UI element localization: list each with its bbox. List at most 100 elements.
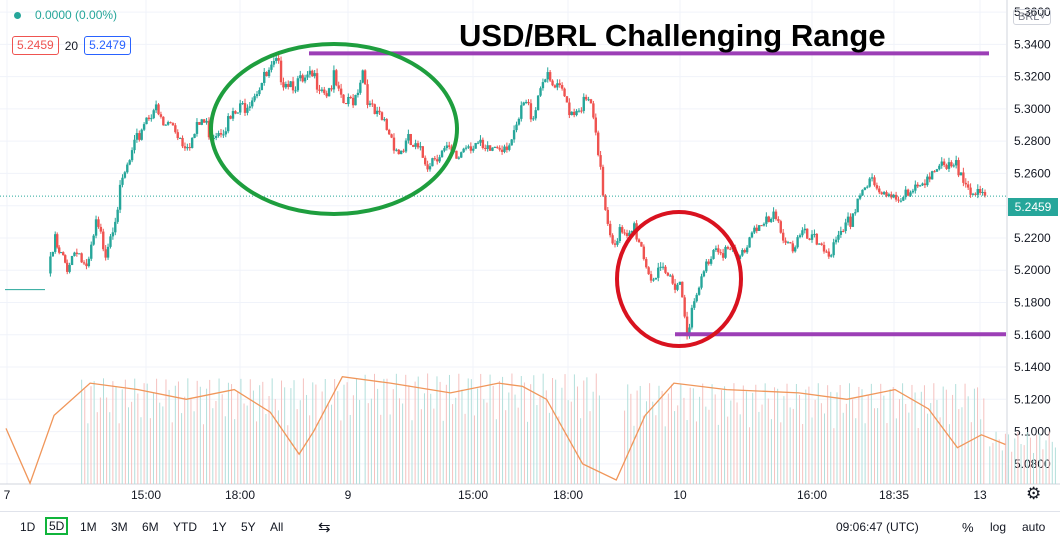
- candle-body: [169, 122, 172, 124]
- ask-price[interactable]: 5.2479: [84, 36, 131, 55]
- candle-body: [399, 150, 403, 155]
- candle-body: [126, 164, 129, 173]
- range-1m[interactable]: 1M: [80, 520, 97, 534]
- candle-body: [138, 133, 141, 140]
- candle-body: [323, 89, 326, 94]
- candle-body: [73, 252, 76, 256]
- candle-body: [966, 184, 970, 188]
- candle-body: [837, 234, 840, 240]
- candle-body: [378, 110, 381, 113]
- candle-body: [609, 223, 612, 236]
- candle-body: [796, 237, 799, 248]
- candle-body: [916, 184, 919, 187]
- candle-body: [92, 235, 95, 245]
- candle-body: [174, 125, 177, 133]
- candle-body: [957, 160, 960, 176]
- candle-body: [325, 93, 328, 97]
- candle-body: [630, 230, 634, 233]
- candle-body: [390, 134, 393, 138]
- range-1y[interactable]: 1Y: [212, 520, 227, 534]
- date-range-icon[interactable]: ⇆: [318, 519, 331, 536]
- green-circle-annotation: [209, 42, 459, 216]
- candle-body: [815, 233, 819, 245]
- range-5y[interactable]: 5Y: [241, 520, 256, 534]
- candle-body: [222, 134, 225, 136]
- candle-body: [85, 263, 88, 267]
- auto-toggle[interactable]: auto: [1022, 520, 1046, 534]
- candle-body: [70, 255, 74, 266]
- candle-body: [347, 96, 350, 105]
- candle-body: [433, 158, 437, 160]
- range-1d[interactable]: 1D: [20, 520, 36, 534]
- candle-body: [484, 147, 487, 149]
- candle-body: [231, 111, 235, 119]
- candle-body: [774, 211, 778, 220]
- current-price-tag: 5.2459: [1008, 198, 1058, 216]
- y-tick-label: 5.3200: [1014, 70, 1051, 84]
- percent-toggle[interactable]: %: [962, 520, 974, 535]
- chart-title: USD/BRL Challenging Range: [459, 18, 886, 53]
- candle-body: [897, 199, 900, 201]
- candle-body: [606, 209, 609, 224]
- candle-body: [592, 103, 595, 118]
- candle-body: [80, 253, 83, 263]
- x-tick-label: 18:35: [879, 488, 909, 502]
- candle-body: [914, 184, 917, 191]
- candle-body: [539, 88, 542, 96]
- currency-selector[interactable]: BRL˅: [1013, 9, 1051, 25]
- candle-body: [301, 75, 304, 82]
- candle-body: [176, 132, 179, 139]
- range-ytd[interactable]: YTD: [173, 520, 197, 534]
- candle-body: [339, 88, 343, 95]
- candle-body: [366, 84, 369, 105]
- bid-price[interactable]: 5.2459: [12, 36, 59, 55]
- candle-body: [645, 259, 648, 268]
- candle-body: [109, 236, 112, 247]
- candle-body: [616, 240, 619, 245]
- candle-body: [688, 327, 691, 337]
- candle-body: [82, 262, 86, 264]
- candle-body: [373, 104, 376, 114]
- candle-body: [962, 172, 965, 183]
- candle-body: [721, 253, 725, 258]
- range-all[interactable]: All: [270, 520, 284, 534]
- candle-body: [690, 307, 694, 328]
- candle-body: [978, 188, 982, 193]
- candle-body: [493, 146, 497, 148]
- settings-gear-icon[interactable]: ⚙: [1026, 484, 1042, 503]
- candle-body: [58, 247, 61, 253]
- candle-body: [479, 139, 482, 143]
- candle-body: [801, 230, 804, 236]
- clock-time: 09:06:47 (UTC): [836, 520, 919, 534]
- candle-body: [438, 157, 441, 162]
- range-6m[interactable]: 6M: [142, 520, 159, 534]
- candle-body: [111, 232, 115, 237]
- candle-body: [918, 185, 922, 187]
- y-tick-label: 5.0800: [1014, 457, 1051, 471]
- candle-body: [575, 110, 578, 116]
- candle-body: [664, 266, 667, 273]
- candle-body: [558, 83, 561, 86]
- candle-body: [97, 219, 100, 227]
- candle-body: [202, 119, 206, 123]
- range-5d[interactable]: 5D: [45, 517, 69, 535]
- candle-body: [858, 195, 862, 199]
- log-toggle[interactable]: log: [990, 520, 1007, 534]
- candle-body: [162, 116, 165, 126]
- candle-body: [887, 194, 891, 197]
- candle-body: [267, 69, 271, 77]
- candle-body: [387, 129, 391, 135]
- candle-body: [621, 227, 624, 233]
- candle-body: [198, 122, 201, 125]
- candle-body: [411, 145, 415, 147]
- candle-body: [306, 74, 309, 78]
- candle-body: [116, 209, 119, 222]
- range-3m[interactable]: 3M: [111, 520, 128, 534]
- candle-body: [183, 146, 187, 149]
- candle-body: [661, 266, 665, 268]
- candle-body: [940, 161, 943, 166]
- candle-body: [193, 133, 196, 138]
- candle-body: [327, 88, 331, 97]
- candle-body: [205, 120, 208, 123]
